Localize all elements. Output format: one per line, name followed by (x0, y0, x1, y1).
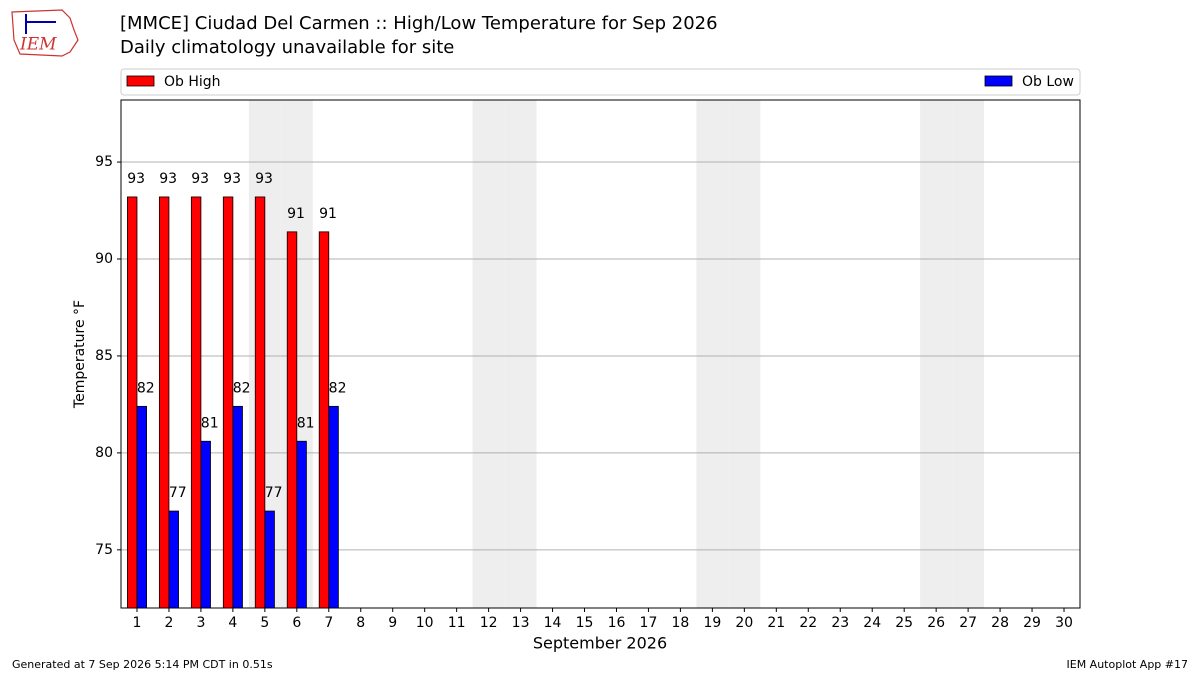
shaded-band (728, 100, 761, 608)
bar (328, 405, 339, 609)
x-tick-label: 22 (799, 615, 817, 631)
x-tick-label: 29 (1023, 615, 1041, 631)
x-tick-label: 9 (388, 615, 397, 631)
footer-right: IEM Autoplot App #17 (1067, 658, 1189, 671)
bar (126, 196, 138, 609)
legend-box (120, 68, 1081, 96)
x-tick-label: 10 (416, 615, 434, 631)
y-tick-label: 85 (95, 348, 113, 364)
x-tick-label: 3 (196, 615, 205, 631)
x-tick-label: 13 (512, 615, 530, 631)
x-tick-label: 24 (863, 615, 881, 631)
value-label: 82 (329, 380, 347, 396)
x-tick-label: 15 (576, 615, 594, 631)
bar (296, 440, 307, 609)
x-tick-label: 6 (292, 615, 301, 631)
chart-title: [MMCE] Ciudad Del Carmen :: High/Low Tem… (120, 13, 718, 34)
x-tick-label: 4 (228, 615, 237, 631)
value-label: 93 (191, 171, 209, 187)
bar (222, 196, 234, 609)
bar (158, 196, 170, 609)
value-label: 81 (201, 415, 219, 431)
y-axis-label: Temperature °F (72, 300, 88, 409)
bar (168, 510, 179, 609)
x-tick-label: 19 (703, 615, 721, 631)
chart-subtitle: Daily climatology unavailable for site (120, 37, 454, 58)
x-tick-label: 21 (767, 615, 785, 631)
footer-left: Generated at 7 Sep 2026 5:14 PM CDT in 0… (12, 658, 273, 671)
y-tick-label: 80 (95, 445, 113, 461)
value-label: 81 (297, 415, 315, 431)
x-tick-label: 5 (260, 615, 269, 631)
legend-label: Ob High (164, 74, 221, 90)
y-tick-label: 95 (95, 154, 113, 170)
logo: IEM (11, 9, 79, 57)
value-label: 77 (265, 485, 283, 501)
x-axis-label: September 2026 (533, 634, 667, 653)
value-label: 93 (255, 171, 273, 187)
legend-label: Ob Low (1022, 74, 1074, 90)
value-label: 91 (319, 206, 337, 222)
x-tick-label: 26 (927, 615, 945, 631)
bar (200, 440, 211, 609)
value-label: 91 (287, 206, 305, 222)
value-label: 93 (127, 171, 145, 187)
logo-text: IEM (19, 35, 57, 55)
value-label: 82 (233, 380, 251, 396)
x-tick-label: 1 (133, 615, 142, 631)
bar (232, 405, 243, 609)
legend-swatch (126, 75, 155, 87)
x-tick-label: 2 (164, 615, 173, 631)
x-tick-label: 12 (480, 615, 498, 631)
value-label: 93 (159, 171, 177, 187)
x-tick-label: 30 (1055, 615, 1073, 631)
shaded-band (952, 100, 985, 608)
legend-swatch (984, 75, 1013, 87)
shaded-band (472, 100, 505, 608)
value-label: 93 (223, 171, 241, 187)
x-tick-label: 16 (608, 615, 626, 631)
plot-frame (120, 99, 1081, 609)
x-tick-label: 18 (672, 615, 690, 631)
x-tick-label: 11 (448, 615, 466, 631)
y-tick-label: 90 (95, 251, 113, 267)
x-tick-label: 23 (831, 615, 849, 631)
x-tick-label: 8 (356, 615, 365, 631)
x-tick-label: 28 (991, 615, 1009, 631)
x-tick-label: 25 (895, 615, 913, 631)
x-tick-label: 14 (544, 615, 562, 631)
x-tick-label: 7 (324, 615, 333, 631)
bar (264, 510, 275, 609)
value-label: 82 (137, 380, 155, 396)
x-tick-label: 20 (735, 615, 753, 631)
bar (136, 405, 147, 609)
shaded-band (504, 100, 537, 608)
bar (190, 196, 202, 609)
x-tick-label: 27 (959, 615, 977, 631)
x-tick-label: 17 (640, 615, 658, 631)
bar (286, 231, 298, 609)
bar (254, 196, 266, 609)
y-tick-label: 75 (95, 542, 113, 558)
value-label: 77 (169, 485, 187, 501)
bar (318, 231, 330, 609)
shaded-band (920, 100, 953, 608)
shaded-band (696, 100, 729, 608)
